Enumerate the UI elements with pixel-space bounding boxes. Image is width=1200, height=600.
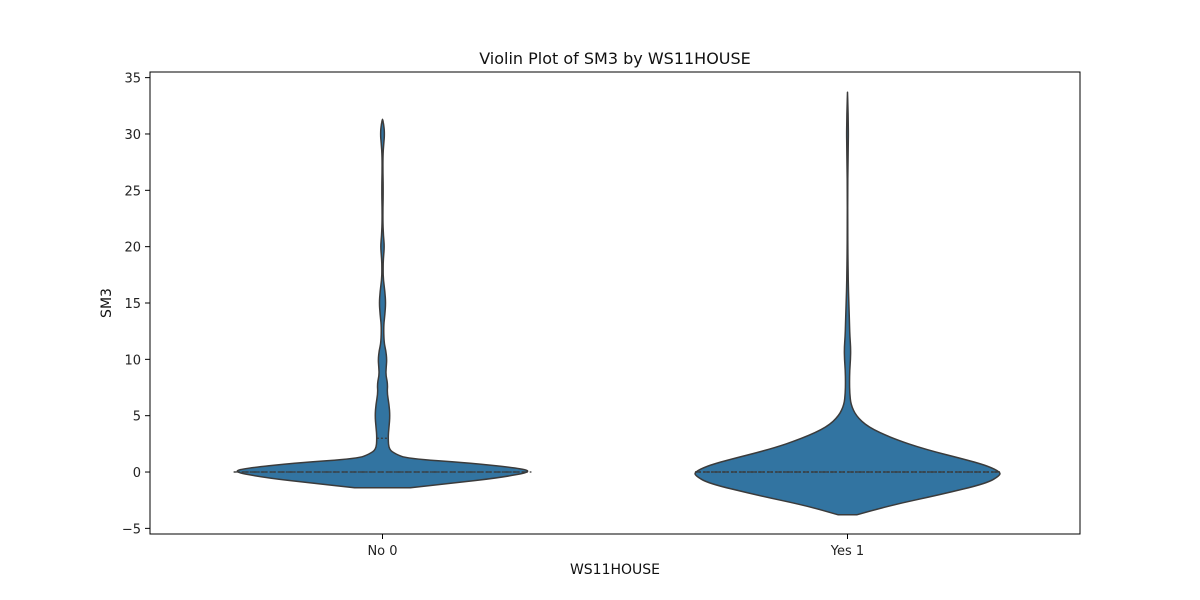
x-tick-label: No 0 — [367, 544, 397, 559]
y-tick-label: 0 — [133, 466, 141, 481]
y-tick-label: −5 — [122, 522, 141, 537]
y-tick-label: 25 — [124, 184, 141, 199]
y-tick-label: 30 — [124, 128, 141, 143]
y-tick-label: 35 — [124, 72, 141, 87]
y-tick-label: 10 — [124, 353, 141, 368]
y-axis-title: SM3 — [99, 288, 115, 318]
violin-body — [236, 118, 529, 489]
y-tick-label: 5 — [133, 410, 141, 425]
y-tick-label: 15 — [124, 297, 141, 312]
x-tick-label: Yes 1 — [830, 544, 864, 559]
x-axis: No 0 Yes 1 — [367, 534, 864, 559]
chart-title: Violin Plot of SM3 by WS11HOUSE — [479, 49, 751, 68]
violins-layer — [233, 91, 1001, 516]
violin-body — [694, 91, 1001, 516]
y-tick-label: 20 — [124, 241, 141, 256]
y-axis: −5 0 5 10 15 20 25 30 35 — [122, 72, 150, 537]
x-axis-title: WS11HOUSE — [570, 562, 660, 578]
